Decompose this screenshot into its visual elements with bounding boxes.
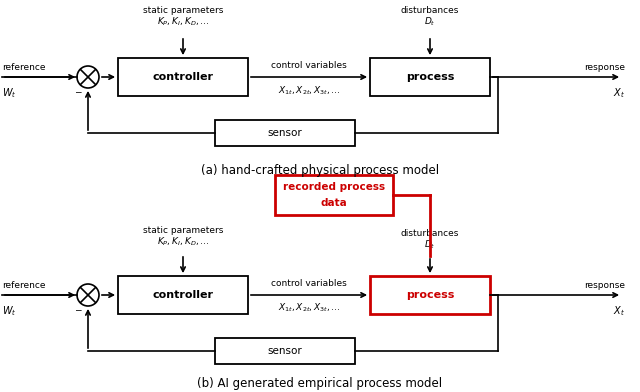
Text: control variables: control variables (271, 279, 347, 288)
Bar (118, 276, 248, 314)
Text: reference: reference (2, 281, 45, 290)
Bar (118, 58, 248, 96)
Text: $K_P, K_I, K_D, \ldots$: $K_P, K_I, K_D, \ldots$ (157, 16, 209, 28)
Text: $-$: $-$ (74, 304, 83, 313)
Bar (370, 276, 490, 314)
Bar (370, 58, 490, 96)
Text: controller: controller (152, 72, 214, 82)
Text: reference: reference (2, 63, 45, 72)
Text: $-$: $-$ (74, 86, 83, 95)
Text: $X_{1t}, X_{2t}, X_{3t}, \ldots$: $X_{1t}, X_{2t}, X_{3t}, \ldots$ (278, 302, 340, 314)
Bar (215, 338, 355, 364)
Text: disturbances: disturbances (401, 229, 459, 238)
Text: $K_P, K_I, K_D, \ldots$: $K_P, K_I, K_D, \ldots$ (157, 236, 209, 248)
Text: (b) AI generated empirical process model: (b) AI generated empirical process model (197, 376, 443, 390)
Text: sensor: sensor (268, 128, 302, 138)
Text: static parameters: static parameters (143, 225, 223, 234)
Text: data: data (321, 198, 348, 208)
Text: $D_t$: $D_t$ (424, 16, 436, 28)
Text: process: process (406, 72, 454, 82)
Text: response: response (584, 63, 625, 72)
Text: (a) hand-crafted physical process model: (a) hand-crafted physical process model (201, 163, 439, 176)
Text: control variables: control variables (271, 61, 347, 70)
Text: response: response (584, 281, 625, 290)
Text: $D_t$: $D_t$ (424, 239, 436, 251)
Text: $X_{1t}, X_{2t}, X_{3t}, \ldots$: $X_{1t}, X_{2t}, X_{3t}, \ldots$ (278, 84, 340, 96)
Text: $W_t$: $W_t$ (2, 86, 17, 100)
Text: $X_t$: $X_t$ (613, 86, 625, 100)
Text: $W_t$: $W_t$ (2, 304, 17, 318)
Text: static parameters: static parameters (143, 5, 223, 15)
Bar (215, 120, 355, 146)
Text: controller: controller (152, 290, 214, 300)
Bar (275, 175, 393, 215)
Text: disturbances: disturbances (401, 5, 459, 15)
Text: process: process (406, 290, 454, 300)
Text: sensor: sensor (268, 346, 302, 356)
Text: recorded process: recorded process (283, 182, 385, 192)
Text: $X_t$: $X_t$ (613, 304, 625, 318)
